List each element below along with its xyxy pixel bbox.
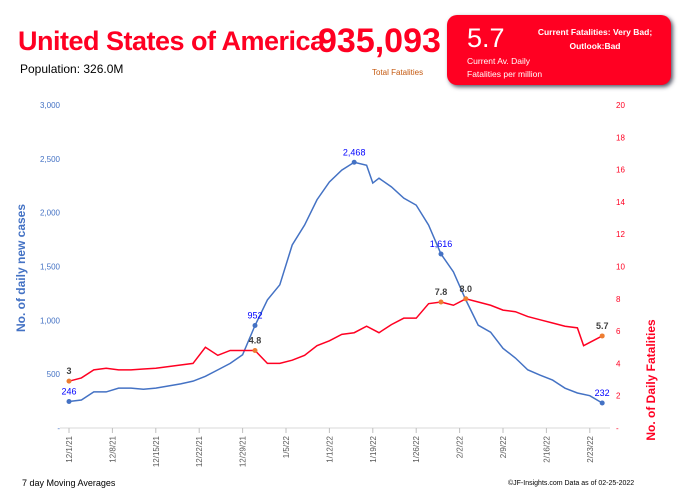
data-point-marker	[599, 400, 605, 406]
footer-credit: ©JF-Insights.com Data as of 02-25-2022	[508, 480, 635, 487]
y-left-tick-label: 2,000	[40, 209, 61, 218]
y-left-tick-label: 500	[47, 370, 61, 379]
data-point-marker	[351, 159, 357, 165]
y-right-tick-label: 14	[616, 198, 625, 207]
x-tick-label: 1/12/22	[325, 435, 334, 462]
x-tick-label: 2/16/22	[542, 435, 551, 462]
country-title: United States of America	[18, 26, 325, 56]
rate-label-line2: Fatalities per million	[467, 69, 543, 79]
status-box: 5.7 Current Av. Daily Fatalities per mil…	[447, 15, 671, 85]
current-fatality-rate: 5.7	[467, 23, 505, 53]
data-point-marker	[463, 296, 469, 302]
data-label: 246	[61, 387, 76, 397]
data-point-marker	[252, 347, 258, 353]
y-left-tick-label: 1,000	[40, 316, 61, 325]
data-label: 4.8	[249, 335, 262, 345]
y-right-tick-label: 8	[616, 295, 621, 304]
total-fatalities: 935,093	[318, 22, 441, 60]
y-right-tick-label: 10	[616, 263, 625, 272]
x-tick-label: 2/9/22	[499, 435, 508, 458]
data-label: 232	[595, 388, 610, 398]
y-right-tick-label: 6	[616, 327, 621, 336]
cases-line	[68, 161, 603, 404]
x-tick-label: 1/5/22	[282, 435, 291, 458]
data-label: 7.8	[435, 287, 448, 297]
y-right-tick-label: 20	[616, 101, 625, 110]
y-right-tick-label: 18	[616, 133, 625, 142]
x-tick-label: 12/15/21	[152, 435, 161, 467]
y-right-tick-label: 12	[616, 230, 625, 239]
x-tick-label: 1/26/22	[412, 435, 421, 462]
y-left-tick-label: 2,500	[40, 155, 61, 164]
y-right-tick-label: 16	[616, 166, 625, 175]
total-fatalities-label: Total Fatalities	[372, 68, 424, 77]
data-point-marker	[599, 333, 605, 339]
footer-note: 7 day Moving Averages	[22, 478, 116, 488]
x-tick-label: 2/23/22	[586, 435, 595, 462]
data-label: 952	[247, 311, 262, 321]
y-left-tick-label: -	[57, 424, 60, 433]
y-left-tick-label: 3,000	[40, 101, 61, 110]
data-label: 8.0	[460, 284, 473, 294]
x-tick-label: 2/2/22	[456, 435, 465, 458]
rate-label-line1: Current Av. Daily	[467, 56, 530, 66]
status-text: Current Fatalities: Very Bad; Outlook:Ba…	[525, 25, 665, 53]
data-label: 5.7	[596, 321, 609, 331]
data-point-marker	[252, 323, 258, 329]
y-right-axis-label: No. of Daily Fatalities	[644, 319, 658, 441]
data-label: 3	[66, 366, 71, 376]
data-point-marker	[66, 378, 72, 384]
x-tick-label: 12/22/21	[195, 435, 204, 467]
data-point-marker	[66, 399, 72, 405]
y-right-tick-label: 2	[616, 392, 621, 401]
y-left-axis-label: No. of daily new cases	[14, 204, 28, 332]
data-label: 2,468	[343, 147, 366, 157]
data-label: 1,616	[430, 239, 453, 249]
y-left-tick-label: 1,500	[40, 263, 61, 272]
x-tick-label: 12/1/21	[65, 435, 74, 462]
x-tick-label: 12/8/21	[108, 435, 117, 462]
rate-label: Current Av. Daily Fatalities per million	[467, 55, 542, 81]
status-line1: Current Fatalities: Very Bad;	[537, 27, 653, 37]
data-point-marker	[438, 299, 444, 305]
status-line2: Outlook:Bad	[569, 41, 621, 51]
fatalities-line	[68, 298, 603, 382]
y-right-tick-label: 4	[616, 359, 621, 368]
x-tick-label: 12/29/21	[239, 435, 248, 467]
population: Population: 326.0M	[20, 62, 124, 76]
x-tick-label: 1/19/22	[369, 435, 378, 462]
data-point-marker	[438, 251, 444, 257]
y-right-tick-label: -	[616, 424, 619, 433]
